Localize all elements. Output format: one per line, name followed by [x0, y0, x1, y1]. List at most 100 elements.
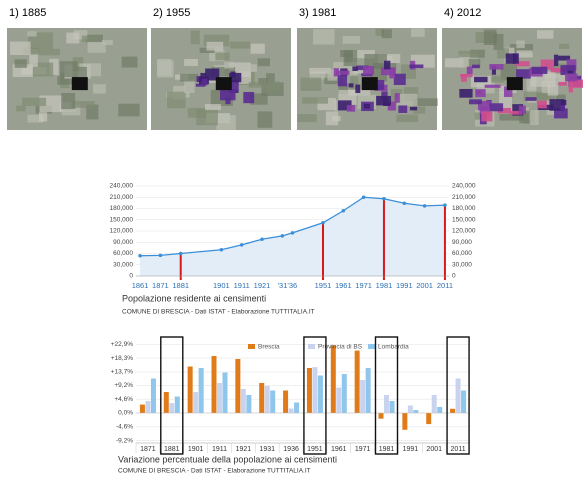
y-tick-label: 180,000: [110, 205, 134, 212]
urban: [472, 64, 480, 69]
y-tick-label: +9,2%: [114, 382, 133, 389]
terrain: [530, 109, 539, 125]
terrain: [309, 71, 326, 80]
terrain: [377, 54, 401, 64]
y-tick-label: 90,000: [113, 239, 133, 246]
highlight-box: [374, 336, 399, 455]
x-tick-label: 1921: [236, 446, 252, 453]
point: [158, 253, 163, 258]
terrain: [196, 109, 218, 126]
urban: [394, 93, 400, 103]
terrain: [66, 32, 80, 44]
urban: [566, 59, 577, 71]
urban: [376, 95, 392, 106]
terrain: [412, 98, 438, 107]
bar: [264, 386, 270, 413]
terrain: [184, 79, 195, 94]
x-tick-label: 1931: [259, 446, 275, 453]
y-tick-label: +13,7%: [111, 369, 133, 376]
point: [290, 231, 295, 235]
terrain: [509, 44, 534, 53]
bar: [384, 395, 389, 413]
terrain: [350, 76, 359, 91]
old-city: [215, 77, 232, 91]
x-tick-label: 1871: [140, 446, 156, 453]
terrain: [353, 66, 369, 74]
y-tick-label: 30,000: [113, 261, 133, 268]
point: [382, 196, 386, 201]
y2-tick-label: 210,000: [452, 194, 476, 201]
terrain: [257, 111, 273, 128]
urban: [516, 69, 531, 79]
x-tick-label: 1921: [254, 281, 271, 290]
terrain: [499, 114, 524, 121]
terrain: [250, 93, 268, 105]
urban: [202, 78, 208, 86]
terrain: [558, 43, 570, 49]
terrain: [203, 34, 230, 47]
urban: [387, 101, 396, 111]
terrain: [27, 114, 44, 123]
terrain: [325, 111, 339, 126]
urban: [498, 107, 511, 114]
bar: [235, 359, 241, 413]
bar: [193, 392, 199, 413]
bar: [217, 383, 222, 413]
terrain: [57, 76, 78, 85]
terrain: [73, 30, 88, 40]
bar: [198, 368, 204, 413]
terrain: [27, 31, 37, 37]
legend-label: Brescia: [258, 344, 280, 351]
terrain: [230, 41, 251, 49]
bar: [389, 401, 395, 413]
y2-tick-label: 0: [452, 273, 456, 280]
urban: [514, 61, 530, 67]
terrain: [167, 91, 186, 109]
point: [402, 201, 407, 206]
bar: [294, 402, 300, 413]
x-tick-label: 2011: [437, 281, 453, 290]
urban: [550, 68, 566, 73]
urban: [489, 64, 504, 70]
y-tick-label: +4,6%: [114, 396, 133, 403]
bar: [174, 396, 180, 413]
x-tick-label: 1861: [132, 281, 149, 290]
terrain: [258, 78, 268, 85]
bar: [312, 367, 318, 413]
terrain: [541, 80, 551, 94]
y-tick-label: 60,000: [113, 250, 133, 257]
old-city: [361, 77, 378, 91]
terrain: [71, 101, 95, 108]
terrain: [413, 106, 426, 114]
urban: [459, 88, 473, 98]
terrain: [248, 82, 267, 88]
x-tick-label: 1961: [335, 281, 352, 290]
urban: [398, 105, 408, 113]
terrain: [544, 72, 568, 83]
x-tick-label: 1871: [152, 281, 169, 290]
urban: [505, 53, 517, 64]
map-label: 4) 2012: [444, 7, 481, 19]
urban: [466, 66, 473, 75]
old-city: [506, 77, 523, 91]
terrain: [81, 35, 98, 42]
terrain: [324, 77, 344, 85]
terrain: [300, 77, 322, 91]
urban: [558, 81, 567, 86]
x-tick-label: 1951: [307, 446, 323, 453]
x-tick-label: 1911: [212, 446, 227, 453]
urban: [567, 70, 573, 76]
urban: [393, 73, 406, 85]
y2-tick-label: 90,000: [452, 239, 472, 246]
terrain: [523, 109, 535, 124]
terrain: [247, 64, 257, 72]
bar: [413, 410, 419, 413]
urban: [352, 66, 358, 72]
chart-title: Variazione percentuale della popolazione…: [118, 454, 337, 464]
urban: [243, 91, 255, 104]
point: [219, 247, 224, 252]
y2-tick-label: 60,000: [452, 250, 472, 257]
urban: [346, 105, 356, 112]
terrain: [547, 81, 559, 96]
